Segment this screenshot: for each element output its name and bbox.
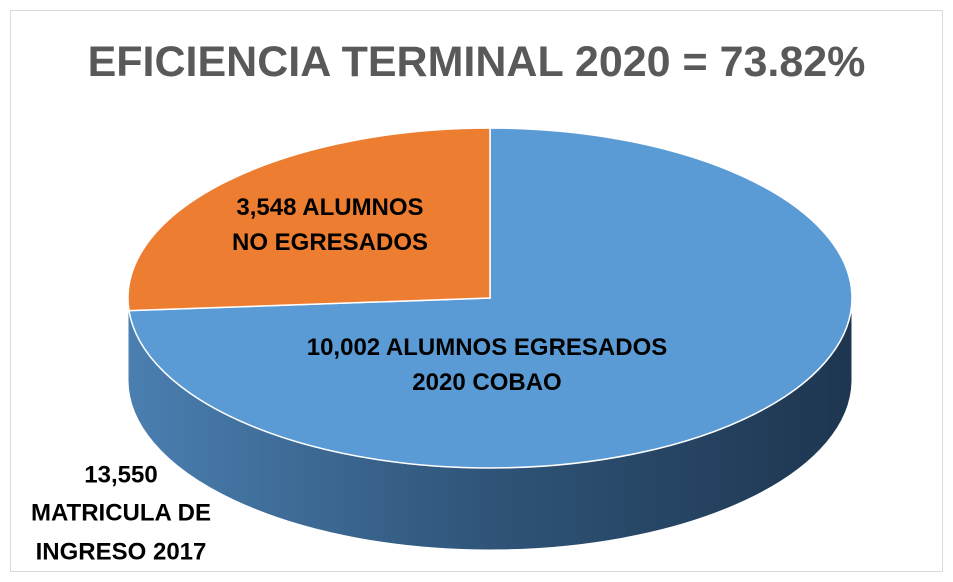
data-label: 3,548 ALUMNOS NO EGRESADOS [231,194,429,256]
annotation: 13,550 MATRICULA DE INGRESO 2017 [31,461,211,566]
pie-slice [127,127,491,312]
data-label: 10,002 ALUMNOS EGRESADOS 2020 COBAO [306,334,668,396]
chart-border [10,10,943,572]
chart-title: EFICIENCIA TERMINAL 2020 = 73.82% [87,38,866,86]
